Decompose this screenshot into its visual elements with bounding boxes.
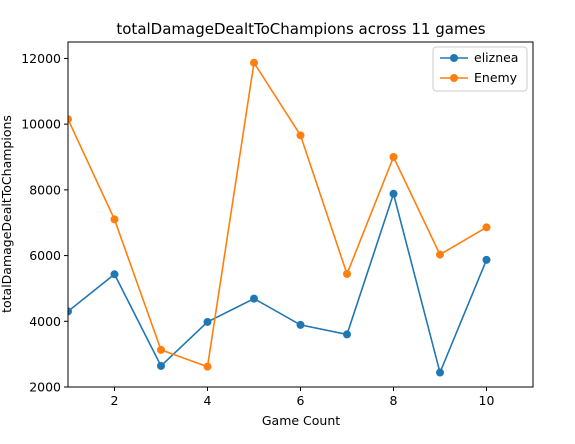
data-point-enemy — [482, 223, 491, 232]
chart-title: totalDamageDealtToChampions across 11 ga… — [116, 20, 485, 38]
x-tick-label: 8 — [390, 393, 398, 408]
legend: eliznea Enemy — [432, 46, 528, 92]
x-tick-label: 4 — [204, 393, 212, 408]
x-tick-label: 10 — [479, 393, 495, 408]
series-line-eliznea — [68, 190, 488, 376]
data-point-enemy — [157, 345, 165, 354]
y-tick-label: 10000 — [21, 117, 61, 132]
legend-label-eliznea: eliznea — [474, 50, 518, 65]
data-point-eliznea — [343, 330, 351, 339]
plot-area — [68, 58, 491, 377]
data-point-eliznea — [203, 317, 212, 326]
x-axis: 2 4 6 8 10 — [111, 387, 495, 408]
data-point-enemy — [296, 131, 305, 140]
data-point-eliznea — [110, 270, 119, 279]
legend-label-enemy: Enemy — [474, 70, 518, 85]
x-tick-label: 2 — [111, 393, 119, 408]
data-point-eliznea — [436, 368, 444, 377]
x-axis-title: Game Count — [262, 413, 340, 428]
data-point-enemy — [389, 153, 398, 161]
data-point-enemy — [110, 215, 119, 224]
y-axis-title: totalDamageDealtToChampions — [0, 115, 14, 313]
data-point-enemy — [250, 58, 258, 67]
data-point-eliznea — [68, 307, 72, 316]
data-point-eliznea — [157, 361, 165, 370]
y-axis: 2000 4000 6000 8000 10000 12000 — [21, 51, 68, 395]
data-point-eliznea — [250, 294, 258, 303]
y-tick-label: 2000 — [29, 380, 61, 395]
y-tick-label: 12000 — [21, 51, 61, 66]
data-point-enemy — [343, 269, 351, 278]
data-point-enemy — [68, 115, 72, 124]
data-point-enemy — [203, 362, 212, 371]
data-point-eliznea — [482, 255, 491, 264]
legend-marker-enemy — [450, 74, 458, 82]
data-point-eliznea — [389, 189, 398, 198]
data-point-enemy — [436, 250, 444, 259]
y-tick-label: 4000 — [29, 314, 61, 329]
x-tick-label: 6 — [297, 393, 305, 408]
data-point-eliznea — [296, 320, 305, 329]
y-tick-label: 8000 — [29, 182, 61, 197]
y-tick-label: 6000 — [29, 248, 61, 263]
series-line-enemy — [68, 60, 487, 368]
legend-marker-eliznea — [450, 54, 458, 62]
